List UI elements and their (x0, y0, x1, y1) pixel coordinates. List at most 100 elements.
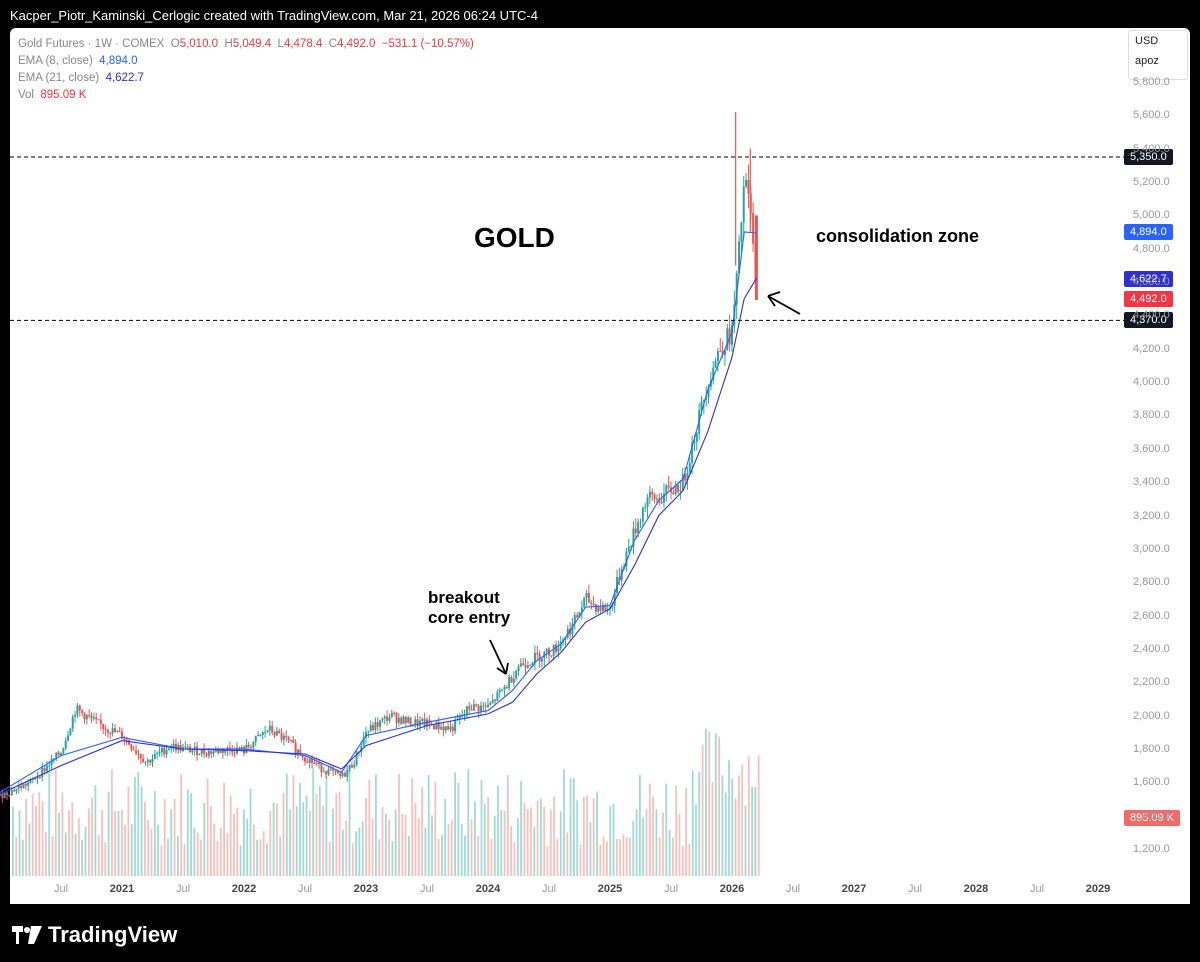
chart-legend: Gold Futures · 1W · COMEX O5,010.0 H5,04… (18, 36, 474, 104)
currency-selector[interactable]: USD apoz (1128, 30, 1188, 80)
volume-bar (543, 806, 546, 876)
candle-body (667, 485, 670, 488)
candle-body (376, 722, 379, 727)
candle-body (367, 731, 370, 733)
legend-ohlc: Gold Futures · 1W · COMEX O5,010.0 H5,04… (18, 38, 474, 50)
volume-bar (493, 815, 496, 876)
volume-bar (384, 813, 387, 876)
candle-body (172, 743, 175, 748)
volume-bar (365, 798, 367, 876)
x-tick-label: 2021 (109, 883, 135, 895)
volume-bar (31, 793, 34, 876)
candle-body (686, 472, 689, 481)
volume-bar (513, 841, 516, 876)
x-tick-label: Jul (663, 883, 679, 895)
volume-bar (447, 823, 450, 876)
candle-body (320, 762, 323, 772)
candle-body (285, 735, 288, 738)
candle-body (468, 706, 471, 710)
volume-bar (625, 836, 628, 876)
volume-bar (477, 836, 480, 876)
legend-open: 5,010.0 (179, 38, 219, 50)
volume-bar (523, 802, 526, 876)
candle-body (587, 592, 590, 603)
candle-body (526, 665, 529, 668)
volume-bar (421, 787, 423, 876)
candle-body (393, 712, 396, 714)
volume-bar (322, 805, 324, 876)
candle-body (433, 725, 436, 730)
candle-body (41, 768, 44, 778)
candle-body (496, 692, 499, 702)
candle-body (538, 654, 541, 662)
candle-body (470, 709, 473, 711)
candle-body (583, 597, 586, 608)
candle-body (111, 728, 114, 734)
volume-bar (546, 845, 549, 876)
volume-bar (190, 793, 192, 876)
volume-bar (21, 839, 24, 876)
legend-low: 4,478.4 (283, 38, 323, 50)
x-tick-label: Jul (1029, 883, 1045, 895)
tradingview-logo[interactable]: TradingView (12, 922, 177, 948)
volume-bar (147, 820, 150, 876)
candle-body (78, 705, 81, 711)
currency-label[interactable]: USD (1135, 35, 1159, 47)
candle-body (512, 678, 515, 683)
candle-body (99, 719, 102, 725)
candle-body (641, 507, 644, 522)
volume-bar (262, 831, 265, 876)
candle-body (472, 704, 475, 711)
volume-bar (553, 796, 555, 876)
volume-bar (18, 810, 21, 876)
volume-bar (582, 796, 585, 876)
volume-bar (167, 838, 169, 876)
candle-body (271, 725, 274, 733)
volume-bar (540, 799, 542, 876)
candle-body (674, 484, 677, 495)
volume-bar (51, 836, 54, 876)
candle-body (616, 577, 619, 593)
volume-bar (355, 831, 357, 876)
volume-bar (464, 835, 466, 876)
candle-body (662, 493, 665, 503)
volume-bar (318, 785, 321, 876)
candle-body (132, 749, 135, 751)
volume-bar (411, 777, 414, 876)
candle-body (646, 497, 649, 507)
volume-bar (289, 809, 291, 876)
x-tick-label: Jul (785, 883, 801, 895)
legend-ema8: EMA (8, close) 4,894.0 (18, 55, 138, 67)
volume-bar (41, 801, 44, 876)
candle-body (334, 770, 337, 772)
candle-body (550, 655, 553, 657)
candle-body (409, 717, 412, 726)
x-tick-label: 2023 (353, 883, 379, 895)
candle-body (604, 604, 607, 611)
volume-bar (266, 843, 268, 876)
candle-body (287, 737, 290, 740)
volume-bar (681, 845, 684, 876)
volume-bar (61, 792, 64, 876)
volume-bar (728, 760, 730, 876)
candle-body (106, 729, 109, 733)
chart-frame[interactable] (10, 28, 1128, 904)
volume-bar (71, 802, 74, 876)
candle-body (515, 670, 518, 679)
candle-body (198, 754, 201, 756)
volume-bar (358, 827, 361, 876)
volume-price-label: 895.09 K (1124, 810, 1181, 826)
candle-body (381, 718, 384, 721)
volume-bar (589, 822, 592, 876)
candle-body (318, 762, 321, 764)
candle-body (57, 752, 60, 756)
candle-body (348, 764, 351, 770)
price-axis[interactable] (1128, 28, 1190, 904)
candle-body (716, 351, 719, 361)
candle-body (55, 752, 58, 759)
volume-bar (510, 826, 513, 876)
candle-body (144, 761, 147, 763)
volume-bar (609, 806, 612, 876)
candle-body (395, 713, 398, 723)
